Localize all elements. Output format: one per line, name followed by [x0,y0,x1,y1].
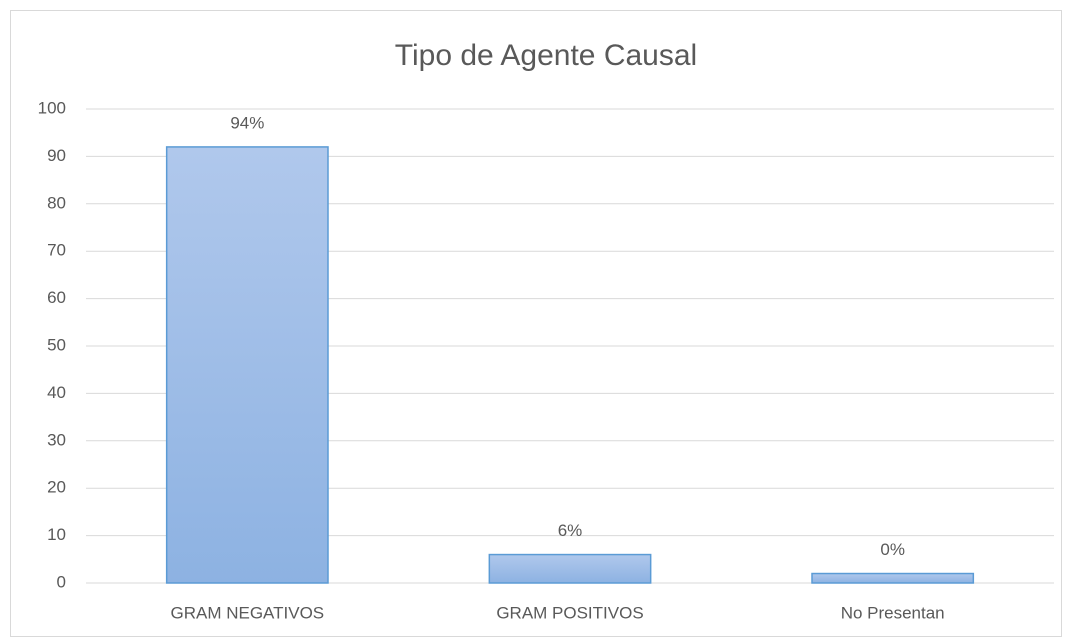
x-tick-label: GRAM NEGATIVOS [171,603,325,622]
y-tick-label: 0 [57,572,66,591]
y-tick-label: 30 [47,430,66,449]
x-tick-label: GRAM POSITIVOS [496,603,643,622]
bar [165,146,329,584]
y-tick-label: 70 [47,241,66,260]
y-tick-label: 20 [47,478,66,497]
y-tick-label: 60 [47,288,66,307]
y-tick-label: 50 [47,335,66,354]
bar-annotation: 6% [558,521,583,540]
bar [488,553,652,584]
y-tick-label: 40 [47,383,66,402]
y-tick-label: 80 [47,193,66,212]
bar [811,572,975,584]
bar-annotation: 0% [880,540,905,559]
y-tick-label: 10 [47,525,66,544]
chart-title: Tipo de Agente Causal [395,39,697,72]
x-tick-label: No Presentan [841,603,945,622]
bar-annotation: 94% [230,113,264,132]
y-tick-label: 90 [47,146,66,165]
y-tick-label: 100 [38,98,66,117]
